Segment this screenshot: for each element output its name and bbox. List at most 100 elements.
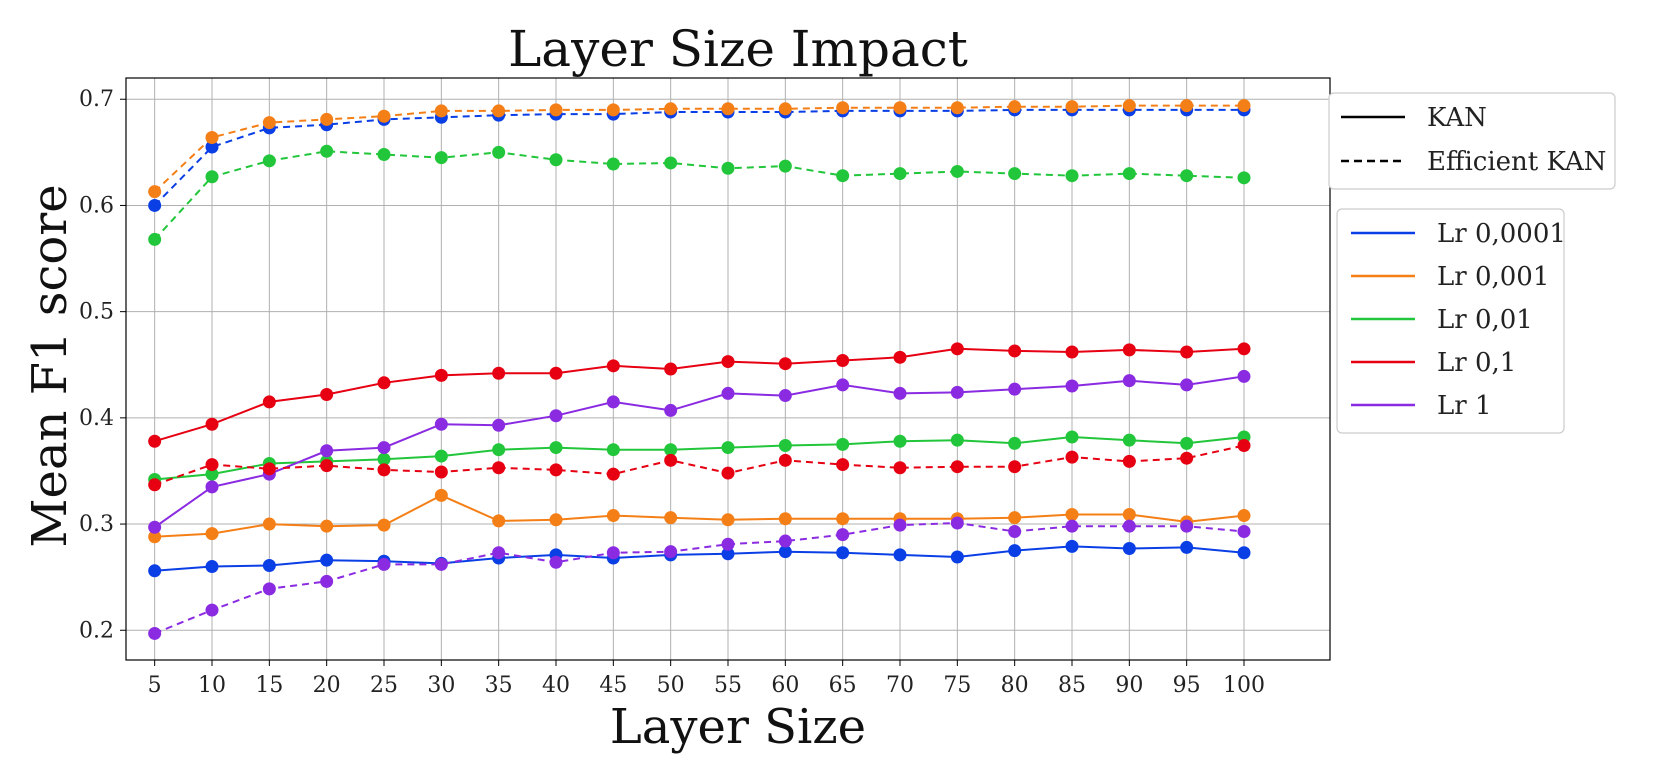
data-point xyxy=(606,359,620,373)
data-point xyxy=(1180,540,1194,554)
data-point xyxy=(778,453,792,467)
y-tick-label: 0.6 xyxy=(79,193,114,218)
data-point xyxy=(950,460,964,474)
data-point xyxy=(606,395,620,409)
series-line-kan-lr-0-0001 xyxy=(154,545,1245,572)
series-line-efficient-kan-lr-1 xyxy=(154,521,1245,635)
legend-label-lr-0-01: Lr 0,01 xyxy=(1437,305,1533,335)
data-point xyxy=(1065,508,1079,521)
data-point xyxy=(1065,519,1079,533)
data-point xyxy=(950,164,964,178)
data-point xyxy=(893,518,907,532)
y-axis-title: Mean F1 score xyxy=(22,184,78,547)
data-point xyxy=(205,130,219,144)
data-point xyxy=(1065,539,1079,553)
data-point xyxy=(1065,345,1079,359)
data-point xyxy=(606,157,620,171)
data-point xyxy=(778,512,792,526)
data-point xyxy=(1008,167,1022,181)
data-point xyxy=(377,109,391,123)
data-point xyxy=(320,444,334,458)
x-tick-label: 85 xyxy=(1058,673,1086,698)
x-tick-label: 95 xyxy=(1173,673,1201,698)
data-point xyxy=(1122,541,1136,555)
data-point xyxy=(377,147,391,161)
data-point xyxy=(1065,169,1079,183)
data-point xyxy=(1180,451,1194,465)
data-point xyxy=(1237,99,1251,113)
data-point xyxy=(1008,436,1022,450)
data-point xyxy=(549,409,563,423)
data-point xyxy=(320,574,334,588)
y-axis-ticks: 0.2 0.3 0.4 0.5 0.6 0.7 xyxy=(79,87,126,643)
data-point xyxy=(836,512,850,526)
data-point xyxy=(148,232,162,246)
data-point xyxy=(320,144,334,158)
series-line-efficient-kan-lr-0-0001 xyxy=(153,108,1244,207)
data-point xyxy=(148,434,162,448)
data-point xyxy=(836,437,850,451)
data-point xyxy=(606,546,620,560)
data-point xyxy=(1122,343,1136,357)
data-point xyxy=(721,386,735,400)
series-efficient-kan-lr-0-001 xyxy=(148,99,1251,199)
data-point xyxy=(148,626,162,640)
data-point xyxy=(606,509,620,523)
data-point xyxy=(434,151,448,165)
data-point xyxy=(1065,379,1079,393)
data-point xyxy=(492,104,506,118)
data-point xyxy=(205,170,219,184)
data-point xyxy=(262,462,276,476)
data-point xyxy=(1180,519,1194,533)
data-point xyxy=(664,511,678,525)
data-point xyxy=(1008,524,1022,538)
legend-label-lr-0-0001: Lr 0,0001 xyxy=(1437,219,1566,249)
data-point xyxy=(664,443,678,457)
data-point xyxy=(1180,169,1194,183)
data-point xyxy=(377,463,391,477)
y-tick-label: 0.3 xyxy=(79,512,114,537)
data-point xyxy=(1008,344,1022,358)
data-point xyxy=(778,389,792,403)
data-point xyxy=(1008,544,1022,558)
data-point xyxy=(664,102,678,116)
data-point xyxy=(1180,436,1194,450)
data-point xyxy=(1237,524,1251,538)
data-point xyxy=(549,555,563,569)
data-point xyxy=(1237,369,1251,383)
legend-line-style: KAN Efficient KAN xyxy=(1328,92,1616,190)
data-point xyxy=(836,101,850,115)
x-tick-label: 30 xyxy=(427,673,455,698)
data-point xyxy=(320,553,334,567)
data-point xyxy=(492,546,506,560)
data-point xyxy=(1237,546,1251,560)
data-point xyxy=(778,159,792,173)
series-line-kan-lr-1 xyxy=(154,375,1245,529)
data-point xyxy=(836,528,850,542)
x-tick-label: 50 xyxy=(657,673,685,698)
x-tick-label: 40 xyxy=(542,673,570,698)
data-point xyxy=(1065,450,1079,464)
data-point xyxy=(262,517,276,531)
data-point xyxy=(434,417,448,431)
data-point xyxy=(205,467,219,481)
data-point xyxy=(893,101,907,115)
data-point xyxy=(1122,454,1136,468)
data-point xyxy=(836,378,850,392)
data-point xyxy=(950,516,964,530)
data-point xyxy=(721,441,735,455)
data-point xyxy=(549,463,563,477)
data-point xyxy=(320,112,334,126)
data-point xyxy=(320,387,334,401)
data-point xyxy=(664,156,678,170)
plot-series xyxy=(148,99,1251,640)
data-point xyxy=(1237,171,1251,185)
series-line-kan-lr-0-01 xyxy=(154,435,1245,481)
data-point xyxy=(205,560,219,574)
x-tick-label: 20 xyxy=(313,673,341,698)
data-point xyxy=(1008,511,1022,525)
series-line-efficient-kan-lr-0-1 xyxy=(154,444,1245,486)
data-point xyxy=(606,103,620,117)
data-point xyxy=(950,433,964,447)
data-point xyxy=(1008,382,1022,396)
